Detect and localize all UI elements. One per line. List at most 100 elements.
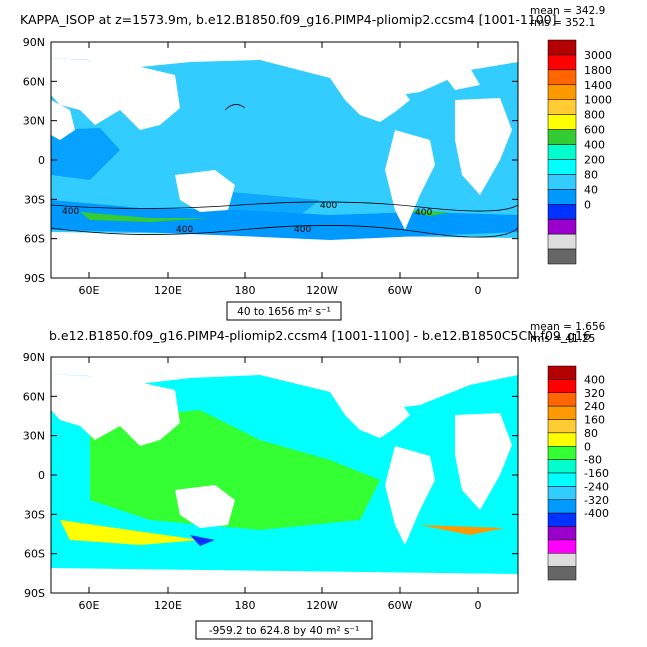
colorbar-label: 400 <box>584 139 605 152</box>
colorbar-swatch <box>547 144 577 160</box>
colorbar-swatch <box>547 365 577 380</box>
y-tick-label: 60S <box>24 548 45 561</box>
panel-bottom-rms: rms = 41.25 <box>530 333 595 345</box>
colorbar-swatch <box>547 233 577 250</box>
colorbar-swatch <box>547 99 577 115</box>
north-america-land <box>330 78 410 122</box>
diff-low-tasman <box>190 535 215 546</box>
diff-peak-indian <box>60 520 200 545</box>
x-tick-label: 180 <box>235 599 256 612</box>
panel-bottom-range-label: -959.2 to 624.8 by 40 m² s⁻¹ <box>209 625 359 637</box>
north-america-land-2 <box>330 392 410 438</box>
panel-bottom-axes: 60E 120E 180 120W 60W 0 90N 60N 30N 0 30S 60S 90S <box>23 351 518 612</box>
colorbar-swatch <box>547 248 577 265</box>
south-america-land-2 <box>385 446 435 545</box>
arctic-land <box>51 42 518 98</box>
colorbar-swatch <box>547 392 577 407</box>
y-tick-label: 90N <box>23 36 45 49</box>
colorbar-label: 1800 <box>584 64 612 77</box>
colorbar-label: 320 <box>584 387 605 400</box>
colorbar-swatch <box>547 114 577 130</box>
colorbar-label: -160 <box>584 467 609 480</box>
australia-land-2 <box>175 485 235 528</box>
diff-high-patch-1 <box>90 410 380 530</box>
x-tick-label: 120W <box>306 284 338 297</box>
x-tick-label: 0 <box>475 599 482 612</box>
y-tick-label: 30S <box>24 508 45 521</box>
colorbar-label: 200 <box>584 153 605 166</box>
x-tick-label: 120E <box>154 599 182 612</box>
india-land <box>51 100 75 140</box>
contour-label-4: 400 <box>415 208 432 218</box>
panel-top: KAPPA_ISOP at z=1573.9m, b.e12.B1850.f09… <box>20 5 612 321</box>
colorbar-swatch <box>547 129 577 145</box>
y-tick-label: 90S <box>24 272 45 285</box>
colorbar-label: 80 <box>584 168 598 181</box>
colorbar-swatch <box>547 539 577 554</box>
contour-label-3: 400 <box>294 225 311 235</box>
asia-land-2 <box>51 374 180 446</box>
antarctica <box>51 232 518 278</box>
panel-bottom: b.e12.B1850.f09_g16.PIMP4-pliomip2.ccsm4… <box>23 321 609 640</box>
africa-land-2 <box>455 413 512 510</box>
panel-bottom-map <box>51 357 518 593</box>
contour-line-3 <box>224 104 246 111</box>
africa-land <box>455 98 512 195</box>
arctic-land-2 <box>51 357 518 410</box>
x-tick-label: 120E <box>154 284 182 297</box>
colorbar-swatch <box>547 174 577 190</box>
colorbar-label: 0 <box>584 198 591 211</box>
y-tick-label: 90S <box>24 587 45 600</box>
colorbar-label: 40 <box>584 183 598 196</box>
y-tick-label: 30N <box>23 115 45 128</box>
colorbar-swatch <box>547 405 577 420</box>
colorbar-swatch <box>547 159 577 175</box>
colorbar-swatch <box>547 512 577 527</box>
colorbar-swatch <box>547 446 577 460</box>
y-tick-label: 0 <box>38 469 45 482</box>
panel-top-map: 400 400 400 400 400 <box>51 42 518 278</box>
colorbar-label: 400 <box>584 373 605 386</box>
x-tick-label: 60E <box>79 284 100 297</box>
contour-label-1: 400 <box>176 225 193 235</box>
colorbar-swatch <box>547 189 577 205</box>
colorbar-swatch <box>547 69 577 86</box>
x-tick-label: 60W <box>388 284 413 297</box>
colorbar-label: 160 <box>584 414 605 427</box>
greenland-land <box>440 68 480 90</box>
panel-top-title: KAPPA_ISOP at z=1573.9m, b.e12.B1850.f09… <box>20 12 557 27</box>
x-tick-label: 180 <box>235 284 256 297</box>
colorbar-swatch <box>547 486 577 500</box>
y-tick-label: 30S <box>24 193 45 206</box>
x-tick-label: 120W <box>306 599 338 612</box>
southern-ocean-high-2 <box>405 210 450 216</box>
colorbar-swatch <box>547 419 577 434</box>
south-pacific-low <box>210 190 320 215</box>
panel-top-mean: mean = 342.9 <box>530 5 605 17</box>
colorbar-label: 1400 <box>584 79 612 92</box>
colorbar-label: -80 <box>584 454 602 467</box>
colorbar-label: -240 <box>584 480 609 493</box>
australia-land <box>175 170 235 212</box>
contour-line-2 <box>51 201 518 212</box>
colorbar-swatch <box>547 553 577 567</box>
colorbar-label: -400 <box>584 507 609 520</box>
colorbar-label: -320 <box>584 494 609 507</box>
colorbar-swatch <box>547 54 577 71</box>
y-tick-label: 60N <box>23 75 45 88</box>
colorbar-label: 3000 <box>584 49 612 62</box>
x-tick-label: 60W <box>388 599 413 612</box>
colorbar-swatch <box>547 432 577 447</box>
panel-top-rms: rms = 352.1 <box>530 17 595 29</box>
panel-top-range-box <box>226 301 342 321</box>
panel-bottom-mean: mean = 1.656 <box>530 321 606 333</box>
colorbar-swatch <box>547 459 577 474</box>
colorbar-swatch <box>547 566 577 581</box>
colorbar-swatch <box>547 204 577 220</box>
colorbar-label: 0 <box>584 440 591 453</box>
colorbar-swatch <box>547 39 577 56</box>
y-tick-label: 0 <box>38 154 45 167</box>
asia-land <box>51 58 180 130</box>
